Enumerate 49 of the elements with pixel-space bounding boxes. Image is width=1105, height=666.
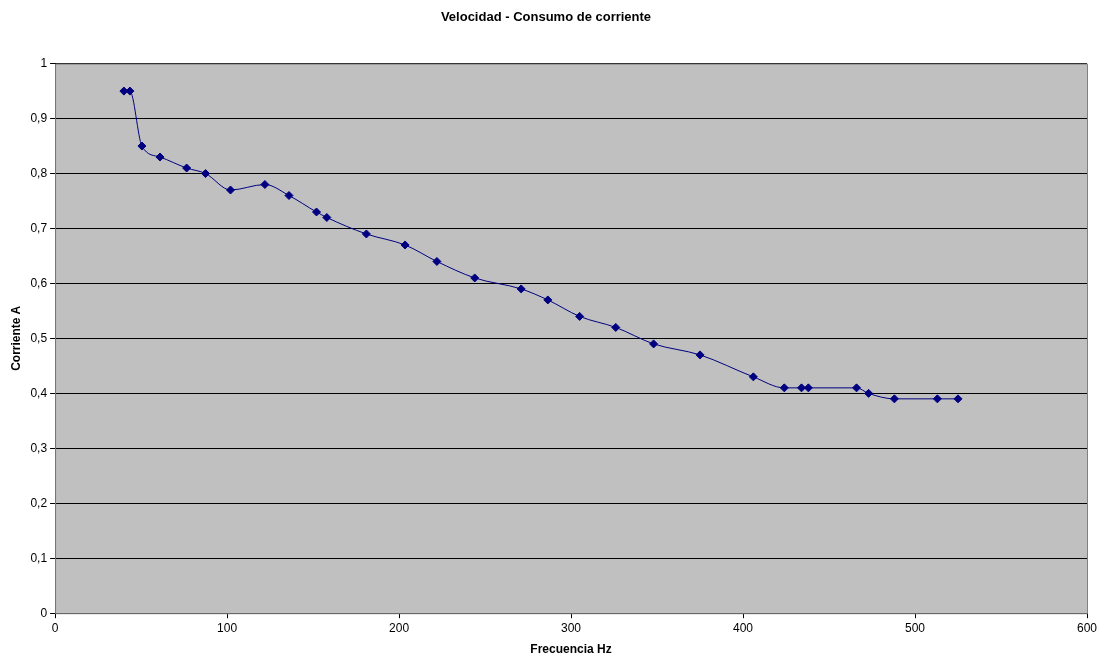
x-tick-label: 100 — [217, 620, 238, 635]
point — [155, 152, 165, 162]
y-tick-label: 0,2 — [30, 495, 48, 510]
point — [748, 372, 758, 382]
point — [803, 383, 813, 393]
x-tick-label: 200 — [389, 620, 410, 635]
point — [260, 180, 270, 190]
x-tick-label: 300 — [561, 620, 582, 635]
point — [470, 273, 480, 283]
point — [432, 256, 442, 266]
point — [226, 185, 236, 195]
point — [649, 339, 659, 349]
point — [516, 284, 526, 294]
point — [889, 394, 899, 404]
point — [695, 350, 705, 360]
point — [312, 207, 321, 217]
point — [611, 322, 621, 332]
y-tick-label: 0,9 — [30, 110, 48, 125]
point — [137, 141, 147, 151]
point — [864, 388, 874, 398]
point — [322, 212, 332, 222]
point — [284, 191, 294, 200]
x-tick-label: 0 — [51, 620, 59, 635]
point — [852, 383, 862, 393]
point — [932, 394, 942, 404]
y-axis-title: Corriente A — [8, 305, 23, 371]
y-tick-label: 0,1 — [30, 550, 48, 565]
y-tick-label: 0,5 — [30, 330, 48, 345]
y-tick-label: 0,8 — [30, 165, 48, 180]
point — [400, 240, 410, 250]
x-tick-label: 600 — [1076, 620, 1098, 635]
point — [797, 383, 806, 393]
chart-title: Velocidad - Consumo de corriente — [440, 9, 652, 25]
y-tick-label: 0,3 — [30, 440, 48, 455]
point — [543, 295, 553, 305]
point — [779, 383, 789, 393]
point — [575, 311, 585, 321]
x-axis-title: Frecuencia Hz — [530, 642, 612, 657]
point — [201, 169, 211, 179]
y-tick-label: 0,7 — [30, 220, 48, 235]
x-tick-label: 500 — [905, 620, 926, 635]
y-tick-label: 0 — [40, 605, 48, 620]
y-tick-label: 0,6 — [30, 275, 48, 290]
x-tick-label: 400 — [733, 620, 754, 635]
point — [361, 229, 371, 239]
point — [953, 394, 963, 404]
y-tick-label: 1 — [40, 55, 48, 70]
y-tick-label: 0,4 — [30, 385, 48, 400]
point — [182, 163, 192, 173]
